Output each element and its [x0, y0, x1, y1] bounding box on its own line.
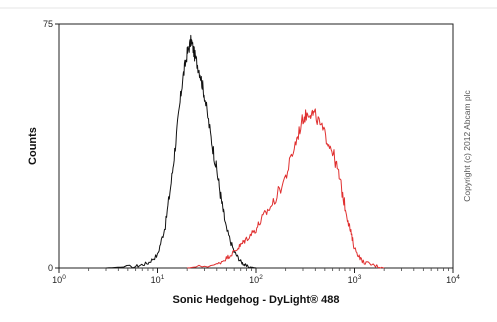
y-tick-label: 75 [43, 19, 53, 29]
x-tick-label: 103 [348, 274, 362, 285]
histogram-series-1 [105, 34, 257, 269]
x-tick-label: 104 [446, 274, 460, 285]
histogram-series-2 [187, 108, 385, 269]
y-axis-title: Counts [27, 127, 39, 165]
x-axis-title: Sonic Hedgehog - DyLight® 488 [172, 294, 339, 306]
y-axis-ticks: 0 75 [43, 19, 59, 273]
x-axis-ticks: 100 101 102 103 104 [52, 268, 460, 285]
copyright-notice: Copyright (c) 2012 Abcam plc [462, 90, 472, 202]
series-layer [105, 34, 385, 269]
y-tick-label: 0 [48, 263, 53, 273]
x-tick-label: 101 [151, 274, 165, 285]
x-tick-label: 100 [52, 274, 66, 285]
x-tick-label: 102 [249, 274, 263, 285]
